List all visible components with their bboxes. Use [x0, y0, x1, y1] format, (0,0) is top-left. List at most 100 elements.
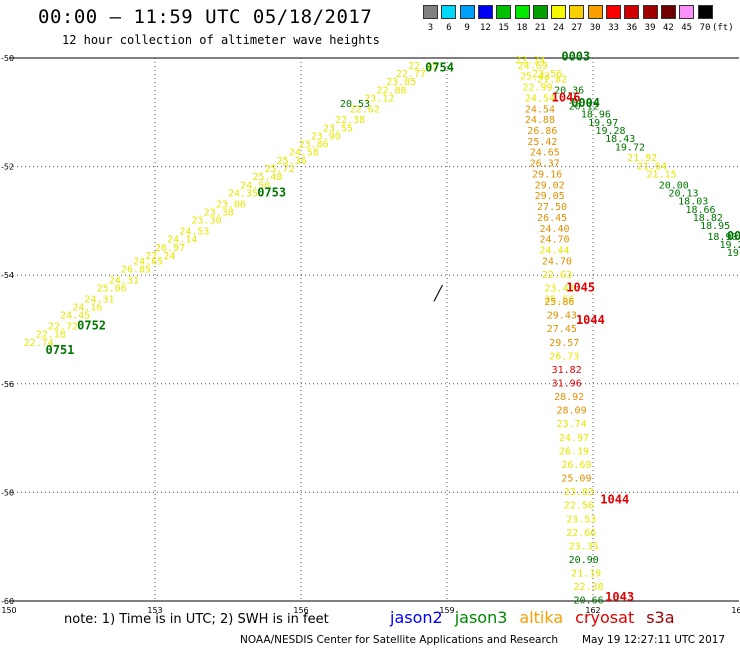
data-point: 24.40	[539, 224, 569, 235]
time-annotation: 1044	[600, 492, 629, 506]
data-point: 24.50	[240, 180, 270, 191]
data-point: 26.85	[121, 264, 151, 275]
scale-label: 27	[571, 23, 583, 33]
scale-swatch-15	[496, 5, 512, 19]
data-point: 21.92	[627, 153, 657, 164]
data-point: 25.36	[277, 156, 307, 167]
data-point: 29.57	[549, 338, 579, 349]
data-point: 21.82	[537, 74, 567, 85]
data-point: 26.37	[530, 159, 560, 170]
scale-swatch-70	[697, 5, 713, 19]
data-point: 27.45	[547, 324, 577, 335]
data-point: 19.27	[720, 240, 740, 251]
data-point: 22.99	[522, 83, 552, 94]
satellite-jason2: jason2	[390, 608, 443, 627]
x-tick-label: 153	[147, 606, 162, 615]
data-point: 26.45	[537, 213, 567, 224]
data-point: 20.12	[569, 102, 599, 113]
data-point: 23.12	[364, 93, 394, 104]
data-point: 20.66	[574, 596, 604, 607]
scale-swatch-39	[642, 5, 658, 19]
data-point: 25.86	[544, 297, 574, 308]
y-tick-label: -50	[1, 54, 14, 63]
data-point: 24.53	[179, 226, 209, 237]
data-point: 28.92	[554, 392, 584, 403]
time-annotation: 1046	[552, 90, 581, 104]
scale-label: 12	[479, 23, 491, 33]
data-point: 23.86	[299, 140, 329, 151]
data-point: 24.88	[525, 115, 555, 126]
data-point: 20.13	[668, 188, 698, 199]
data-point: 18.96	[581, 110, 611, 121]
data-point: 19.28	[595, 126, 625, 137]
time-annotation: 00	[727, 229, 740, 243]
data-point: 18.66	[685, 205, 715, 216]
scale-label: 3	[427, 23, 434, 33]
data-point: 22.56	[564, 501, 594, 512]
data-point: 19.97	[588, 118, 618, 129]
data-point: 29.16	[532, 169, 562, 180]
data-point: 26.97	[155, 243, 185, 254]
y-tick-label: -58	[1, 488, 14, 497]
data-point: 27.50	[537, 202, 567, 213]
data-point: 18.82	[693, 213, 723, 224]
scale-swatch-18	[514, 5, 530, 19]
data-point: 25.06	[97, 283, 127, 294]
scale-label: 21	[534, 23, 546, 33]
data-point: 24.31	[109, 275, 139, 286]
time-annotation: 0751	[46, 343, 75, 357]
x-tick-label: 159	[439, 606, 454, 615]
data-point: 25.56	[544, 294, 574, 305]
data-point: 20.36	[554, 85, 584, 96]
data-point: 24.54	[525, 93, 555, 104]
y-tick-label: -60	[1, 597, 14, 606]
data-point: 24.35	[228, 188, 258, 199]
scale-label: 33	[608, 23, 619, 33]
scale-label: 42	[662, 23, 674, 33]
data-point: 23.38	[204, 207, 234, 218]
data-point: 18.43	[605, 134, 635, 145]
data-point: 21.64	[637, 161, 667, 172]
data-point: 22.66	[566, 528, 596, 539]
data-point: 23.56	[532, 69, 562, 80]
data-point: 23.85	[386, 77, 416, 88]
data-point: 19.	[727, 248, 740, 259]
x-tick-label: 165	[731, 606, 740, 615]
time-annotation: 0754	[425, 61, 454, 75]
data-point: 31.96	[552, 379, 582, 390]
data-point: 23.55	[323, 123, 353, 134]
satellite-legend: jason2 jason3 altika cryosat s3a	[390, 608, 687, 627]
data-point: 22.74	[24, 338, 54, 349]
data-point: 24.97	[559, 433, 589, 444]
time-annotation: 0004	[571, 96, 600, 110]
data-point: 24.65	[133, 256, 163, 267]
scale-swatch-6	[441, 5, 457, 19]
data-point: 22.18	[36, 330, 66, 341]
data-point: 25.48	[252, 172, 282, 183]
time-annotation: 0003	[561, 50, 590, 64]
scale-swatch-3	[423, 5, 438, 19]
data-point: 21.19	[571, 569, 601, 580]
data-point: 23.43	[544, 283, 574, 294]
data-point: 29.43	[547, 311, 577, 322]
data-point: 26.69	[561, 460, 591, 471]
data-point: 20.00	[659, 180, 689, 191]
data-point: 24.31	[84, 294, 114, 305]
scale-swatch-33	[606, 5, 621, 19]
data-point: 22.38	[574, 582, 604, 593]
data-point: 25.43	[520, 72, 550, 83]
data-point: 18.03	[678, 197, 708, 208]
scale-label: 70	[699, 23, 711, 33]
scale-swatch-9	[459, 5, 475, 19]
data-point: 23.30	[192, 216, 222, 227]
x-tick-label: 150	[1, 606, 16, 615]
data-point: 29.05	[535, 191, 565, 202]
data-point: 24.65	[530, 148, 560, 159]
data-point: 22.38	[335, 115, 365, 126]
data-point: 23.90	[311, 131, 341, 142]
data-point: 31.82	[552, 365, 582, 376]
scale-label: 24	[553, 23, 565, 33]
data-point: 22.63	[542, 270, 572, 281]
data-point: 24.69	[518, 61, 548, 72]
